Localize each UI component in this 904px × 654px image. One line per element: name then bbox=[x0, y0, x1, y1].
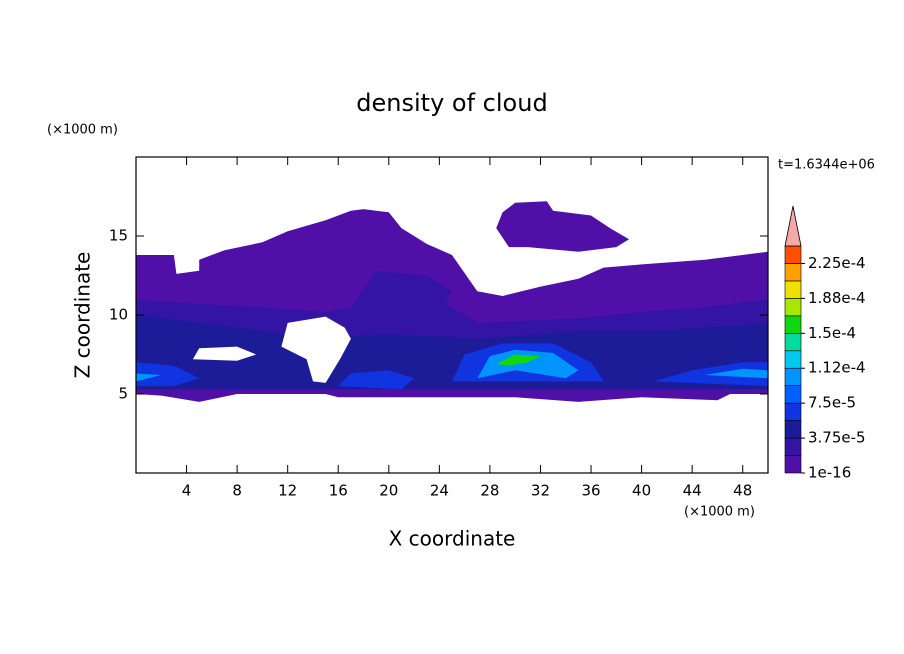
x-tick-label: 36 bbox=[581, 482, 600, 500]
x-tick-label: 20 bbox=[379, 482, 398, 500]
x-unit: (×1000 m) bbox=[684, 505, 755, 520]
colorbar-label: 7.5e-5 bbox=[808, 394, 856, 412]
colorbar-band bbox=[784, 367, 802, 386]
contour-region bbox=[136, 315, 768, 390]
contour-hole bbox=[281, 316, 351, 383]
contour-region bbox=[496, 201, 629, 252]
contour-region bbox=[477, 349, 579, 379]
colorbar-band bbox=[784, 263, 802, 282]
colorbar-band bbox=[784, 420, 802, 439]
colorbar-band bbox=[784, 385, 802, 404]
y-unit: (×1000 m) bbox=[47, 123, 118, 138]
x-tick-label: 16 bbox=[329, 482, 348, 500]
contour-region bbox=[704, 368, 768, 379]
x-tick-label: 12 bbox=[278, 482, 297, 500]
colorbar-band bbox=[784, 455, 802, 474]
x-tick-label: 32 bbox=[531, 482, 550, 500]
colorbar-label: 1.88e-4 bbox=[808, 289, 866, 307]
x-tick-label: 44 bbox=[683, 482, 702, 500]
colorbar-extend bbox=[784, 205, 802, 247]
time-label: t=1.6344e+06 bbox=[778, 158, 875, 173]
contour-region bbox=[136, 362, 200, 387]
contour-region bbox=[338, 370, 415, 390]
colorbar-label: 1e-16 bbox=[808, 464, 851, 482]
x-tick-label: 48 bbox=[733, 482, 752, 500]
colorbar-band bbox=[784, 280, 802, 299]
colorbar-band bbox=[784, 437, 802, 456]
y-tick-label: 15 bbox=[109, 227, 128, 245]
colorbar-label: 3.75e-5 bbox=[808, 429, 866, 447]
colorbar-band bbox=[784, 298, 802, 317]
colorbar-band bbox=[784, 245, 802, 264]
colorbar-label: 1.5e-4 bbox=[808, 324, 856, 342]
y-tick-label: 5 bbox=[118, 385, 128, 403]
colorbar-band bbox=[784, 350, 802, 369]
contour-region bbox=[136, 373, 162, 382]
x-tick-label: 4 bbox=[182, 482, 192, 500]
colorbar-label: 2.25e-4 bbox=[808, 254, 866, 272]
y-tick-label: 10 bbox=[109, 306, 128, 324]
colorbar-label: 1.12e-4 bbox=[808, 359, 866, 377]
contour-region bbox=[350, 270, 452, 315]
x-tick-label: 8 bbox=[232, 482, 242, 500]
colorbar-band bbox=[784, 333, 802, 352]
x-axis-label: X coordinate bbox=[389, 527, 516, 551]
x-tick-label: 40 bbox=[632, 482, 651, 500]
x-tick-label: 24 bbox=[430, 482, 449, 500]
chart-title: density of cloud bbox=[356, 89, 547, 117]
colorbar-band bbox=[784, 402, 802, 421]
colorbar-band bbox=[784, 315, 802, 334]
contour-region bbox=[496, 354, 541, 366]
x-tick-label: 28 bbox=[480, 482, 499, 500]
y-axis-label: Z coordinate bbox=[71, 252, 95, 379]
contour-hole bbox=[192, 346, 257, 361]
